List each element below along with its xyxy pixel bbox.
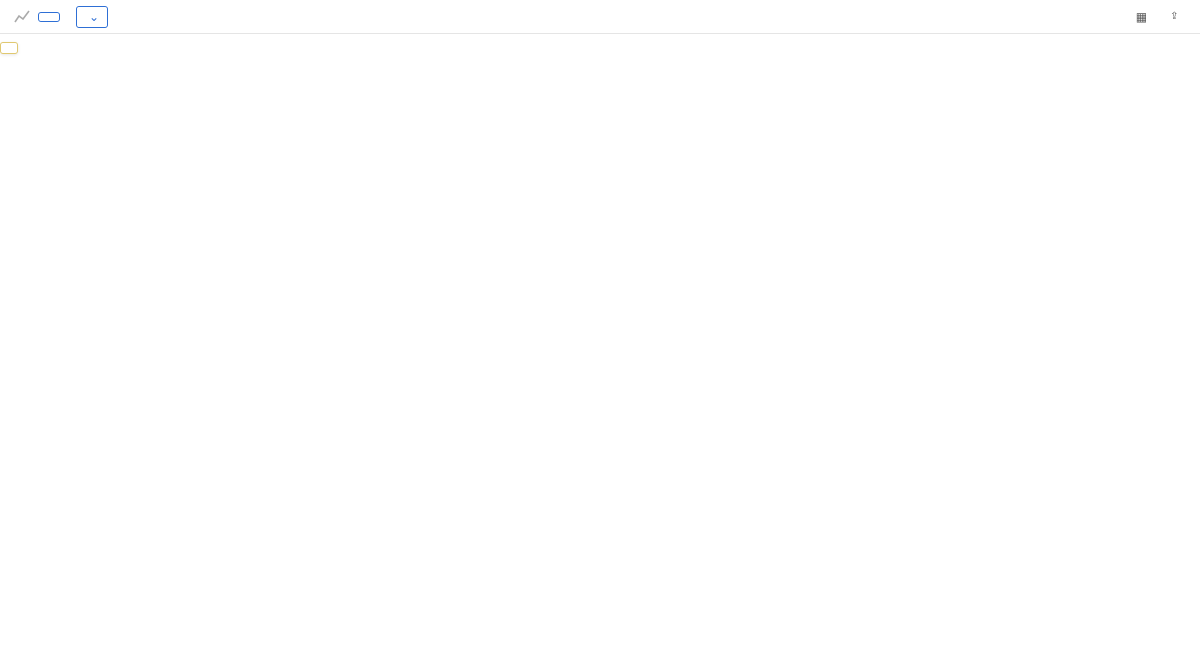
frequency-select[interactable]: ⌄ <box>76 6 108 28</box>
chevron-down-icon: ⌄ <box>89 10 99 24</box>
share-button[interactable]: ⇪ <box>1162 7 1192 26</box>
table-icon: ▦ <box>1136 10 1147 24</box>
chart-area[interactable] <box>0 42 1200 662</box>
legend <box>0 34 1200 42</box>
date-range-picker[interactable] <box>38 12 60 22</box>
tooltip <box>0 42 18 54</box>
line-chart[interactable] <box>0 42 1200 670</box>
app-logo-icon[interactable] <box>8 4 36 30</box>
show-table-button[interactable]: ▦ <box>1128 6 1160 28</box>
toolbar: ⌄ ▦ ⇪ <box>0 0 1200 34</box>
share-icon: ⇪ <box>1170 11 1179 22</box>
